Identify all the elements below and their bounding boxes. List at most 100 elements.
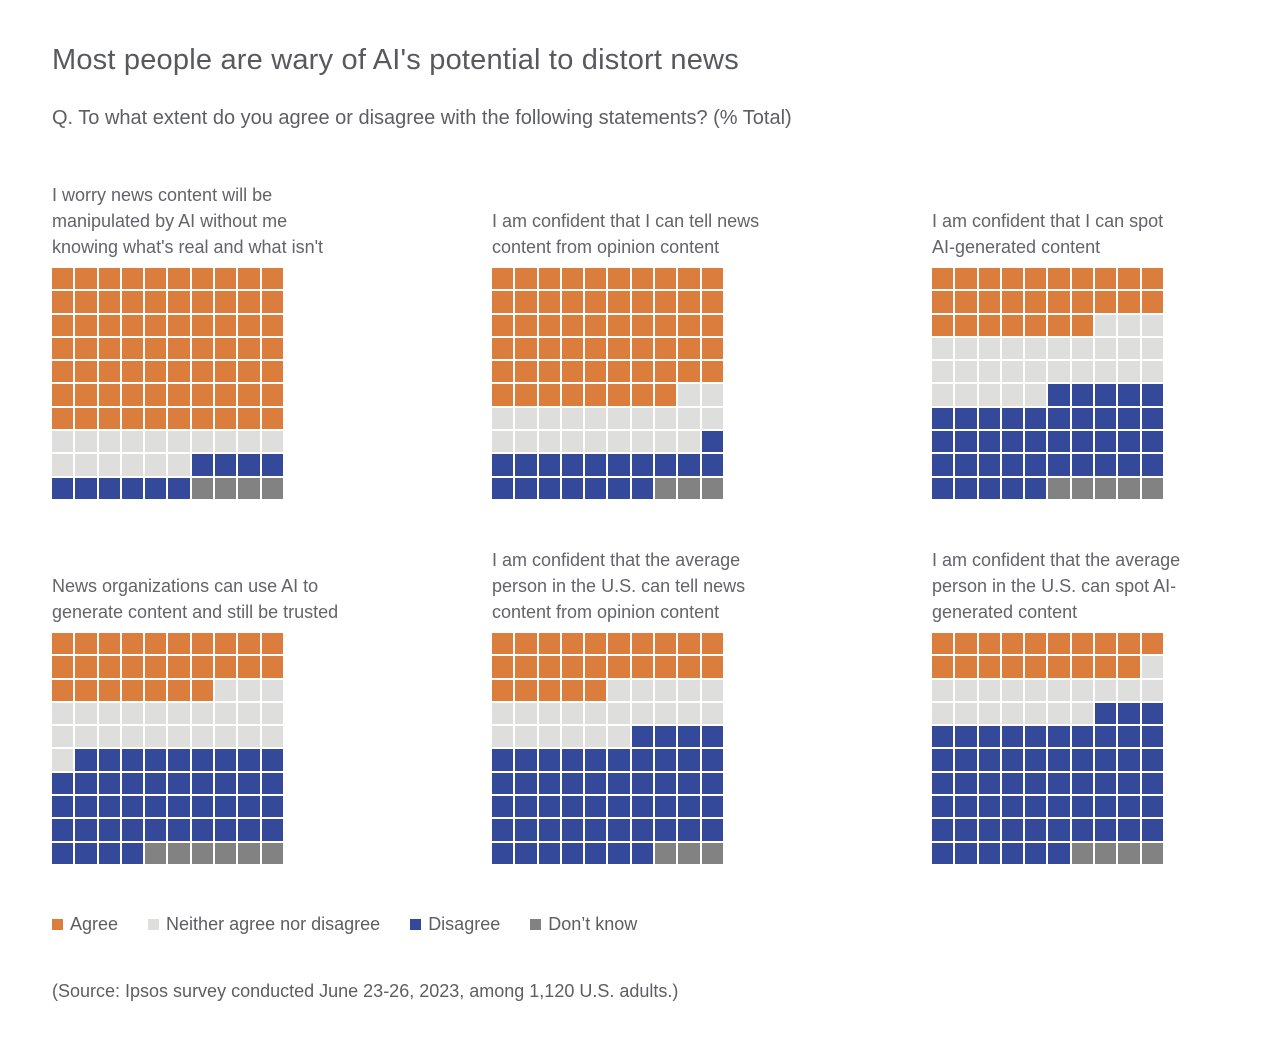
waffle-cell-neither	[631, 679, 654, 701]
waffle-cell-disagree	[1025, 819, 1047, 841]
waffle-cell-agree	[1025, 314, 1047, 336]
waffle-cell-agree	[492, 384, 514, 406]
waffle-cell-agree	[1071, 268, 1094, 290]
waffle-cell-neither	[515, 726, 537, 748]
waffle-cell-agree	[585, 384, 607, 406]
waffle-cell-disagree	[75, 749, 97, 771]
waffle-cell-agree	[932, 291, 954, 313]
waffle-cell-agree	[121, 633, 144, 655]
waffle-cell-agree	[191, 314, 214, 336]
waffle-cell-disagree	[955, 477, 977, 499]
waffle-cell-agree	[678, 361, 700, 383]
waffle-cell-disagree	[121, 842, 144, 864]
waffle-cell-agree	[261, 291, 283, 313]
waffle-cell-disagree	[561, 477, 584, 499]
waffle-cell-agree	[701, 337, 723, 360]
waffle-cell-disagree	[538, 477, 560, 499]
waffle-cell-neither	[1001, 679, 1024, 701]
waffle-cell-agree	[168, 384, 190, 406]
waffle-cell-neither	[215, 726, 237, 748]
waffle-cell-agree	[215, 384, 237, 406]
waffle-cell-neither	[1025, 337, 1047, 360]
legend-label-neither: Neither agree nor disagree	[166, 914, 381, 934]
waffle-cell-disagree	[955, 819, 977, 841]
waffle-cell-disagree	[561, 819, 584, 841]
waffle-cell-disagree	[98, 477, 120, 499]
waffle-cell-agree	[145, 384, 167, 406]
waffle-cell-agree	[978, 633, 1000, 655]
waffle-cell-neither	[608, 431, 630, 453]
waffle-cell-disagree	[1025, 749, 1047, 771]
waffle-cell-agree	[52, 407, 74, 430]
waffle-cell-disagree	[492, 772, 514, 795]
waffle-cell-disagree	[932, 749, 954, 771]
waffle-cell-neither	[515, 702, 537, 725]
waffle-cell-dont-know	[678, 842, 700, 864]
waffle-cell-disagree	[168, 819, 190, 841]
waffle-cell-neither	[701, 407, 723, 430]
waffle-cell-agree	[655, 291, 677, 313]
waffle-cell-disagree	[678, 772, 700, 795]
waffle-cell-agree	[168, 361, 190, 383]
waffle-cell-neither	[145, 726, 167, 748]
waffle-cell-agree	[561, 679, 584, 701]
waffle-cell-agree	[701, 291, 723, 313]
waffle-grid	[52, 268, 283, 499]
waffle-cell-agree	[1048, 656, 1070, 678]
waffle-cell-agree	[1048, 291, 1070, 313]
waffle-cell-neither	[1071, 702, 1094, 725]
waffle-cell-agree	[608, 314, 630, 336]
waffle-cell-agree	[1001, 291, 1024, 313]
waffle-cell-dont-know	[191, 477, 214, 499]
waffle-cell-neither	[145, 454, 167, 476]
waffle-cell-agree	[191, 361, 214, 383]
chart-title: News organizations can use AI to generat…	[52, 576, 339, 622]
waffle-cell-agree	[932, 656, 954, 678]
waffle-cell-disagree	[655, 796, 677, 818]
waffle-cell-agree	[655, 656, 677, 678]
waffle-cell-neither	[978, 702, 1000, 725]
chart-title: I am confident that the average person i…	[932, 550, 1181, 622]
waffle-cell-neither	[191, 431, 214, 453]
waffle-cell-disagree	[655, 819, 677, 841]
waffle-cell-agree	[1071, 314, 1094, 336]
waffle-cell-neither	[701, 679, 723, 701]
waffle-cell-agree	[191, 291, 214, 313]
waffle-cell-neither	[98, 431, 120, 453]
waffle-cell-disagree	[1025, 796, 1047, 818]
waffle-cell-neither	[98, 702, 120, 725]
waffle-cell-neither	[1141, 337, 1163, 360]
infographic-page: Most people are wary of AI's potential t…	[52, 44, 1181, 1001]
waffle-cell-agree	[52, 314, 74, 336]
waffle-cell-neither	[168, 726, 190, 748]
waffle-cell-agree	[538, 268, 560, 290]
waffle-cell-disagree	[238, 772, 260, 795]
waffle-cell-agree	[191, 384, 214, 406]
waffle-cell-disagree	[608, 819, 630, 841]
waffle-cell-disagree	[261, 796, 283, 818]
waffle-cell-disagree	[168, 796, 190, 818]
waffle-cell-disagree	[1095, 796, 1117, 818]
waffle-cell-agree	[75, 268, 97, 290]
waffle-cell-disagree	[561, 454, 584, 476]
waffle-cell-neither	[261, 431, 283, 453]
waffle-cell-agree	[145, 337, 167, 360]
waffle-cell-disagree	[701, 726, 723, 748]
waffle-cell-agree	[538, 337, 560, 360]
waffle-cell-disagree	[678, 726, 700, 748]
waffle-cell-agree	[215, 268, 237, 290]
waffle-cell-neither	[955, 679, 977, 701]
waffle-cell-agree	[191, 679, 214, 701]
waffle-cell-disagree	[1025, 431, 1047, 453]
legend-item-disagree: Disagree	[410, 914, 500, 935]
waffle-cell-agree	[1071, 656, 1094, 678]
waffle-cell-neither	[1001, 702, 1024, 725]
legend-label-dont-know: Don’t know	[548, 914, 638, 934]
waffle-cell-disagree	[121, 477, 144, 499]
waffle-cell-disagree	[585, 749, 607, 771]
waffle-cell-disagree	[1048, 819, 1070, 841]
waffle-cell-agree	[1025, 291, 1047, 313]
waffle-cell-disagree	[238, 454, 260, 476]
waffle-cell-agree	[608, 633, 630, 655]
waffle-cell-dont-know	[678, 477, 700, 499]
